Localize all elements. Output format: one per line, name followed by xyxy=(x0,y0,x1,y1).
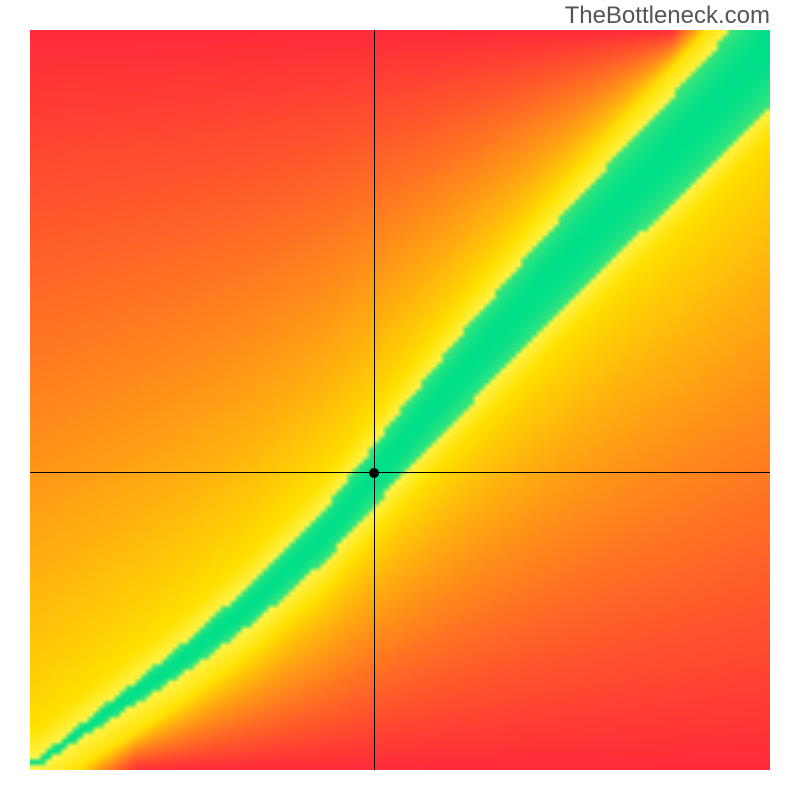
crosshair-vertical xyxy=(374,30,375,770)
crosshair-horizontal xyxy=(30,472,770,473)
crosshair-dot xyxy=(369,468,379,478)
heatmap-canvas xyxy=(30,30,770,770)
watermark-text: TheBottleneck.com xyxy=(565,2,770,30)
